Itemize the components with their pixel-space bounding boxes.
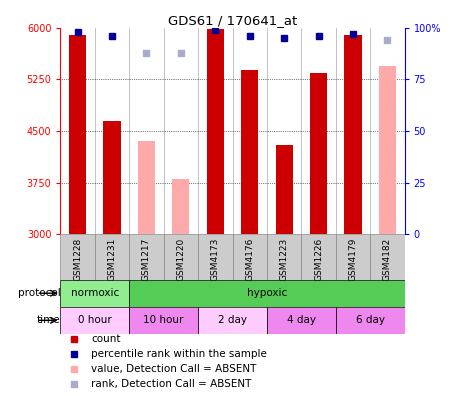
Text: GSM4173: GSM4173 xyxy=(211,238,220,282)
Bar xyxy=(267,234,301,280)
Text: GSM4176: GSM4176 xyxy=(245,238,254,282)
Bar xyxy=(198,234,232,280)
Bar xyxy=(60,307,129,334)
Text: protocol: protocol xyxy=(18,288,60,298)
Bar xyxy=(232,234,267,280)
Bar xyxy=(129,234,164,280)
Bar xyxy=(336,234,370,280)
Bar xyxy=(370,234,405,280)
Bar xyxy=(198,307,267,334)
Bar xyxy=(103,121,121,234)
Text: normoxic: normoxic xyxy=(71,288,119,298)
Text: value, Detection Call = ABSENT: value, Detection Call = ABSENT xyxy=(92,364,257,374)
Text: 6 day: 6 day xyxy=(356,315,385,326)
Text: GSM1231: GSM1231 xyxy=(107,238,117,282)
Bar xyxy=(60,280,129,307)
Bar xyxy=(241,70,259,234)
Bar xyxy=(95,234,129,280)
Bar xyxy=(336,307,405,334)
Text: GSM1226: GSM1226 xyxy=(314,238,323,281)
Text: GSM1220: GSM1220 xyxy=(176,238,186,281)
Bar xyxy=(344,34,362,234)
Text: 10 hour: 10 hour xyxy=(144,315,184,326)
Text: rank, Detection Call = ABSENT: rank, Detection Call = ABSENT xyxy=(92,379,252,389)
Bar xyxy=(379,66,396,234)
Text: hypoxic: hypoxic xyxy=(247,288,287,298)
Text: 4 day: 4 day xyxy=(287,315,316,326)
Bar xyxy=(267,307,336,334)
Text: count: count xyxy=(92,333,121,344)
Text: GSM1228: GSM1228 xyxy=(73,238,82,281)
Bar xyxy=(301,234,336,280)
Bar xyxy=(129,280,405,307)
Bar xyxy=(60,234,95,280)
Bar xyxy=(172,179,190,234)
Text: GSM4179: GSM4179 xyxy=(348,238,358,282)
Text: percentile rank within the sample: percentile rank within the sample xyxy=(92,348,267,359)
Text: GSM1223: GSM1223 xyxy=(279,238,289,281)
Text: time: time xyxy=(37,315,60,326)
Text: 0 hour: 0 hour xyxy=(78,315,112,326)
Bar xyxy=(69,34,86,234)
Bar xyxy=(164,234,198,280)
Bar xyxy=(206,29,224,234)
Text: GSM1217: GSM1217 xyxy=(142,238,151,282)
Title: GDS61 / 170641_at: GDS61 / 170641_at xyxy=(168,13,297,27)
Bar xyxy=(310,72,327,234)
Bar xyxy=(129,307,198,334)
Text: 2 day: 2 day xyxy=(218,315,247,326)
Text: GSM4182: GSM4182 xyxy=(383,238,392,281)
Bar xyxy=(276,145,293,234)
Bar xyxy=(138,141,155,234)
